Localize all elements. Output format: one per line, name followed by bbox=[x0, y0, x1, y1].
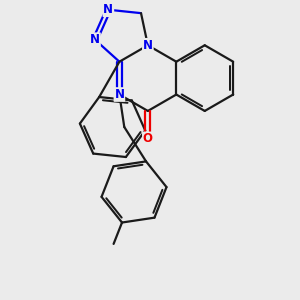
Text: N: N bbox=[114, 88, 124, 101]
Text: N: N bbox=[103, 3, 113, 16]
Text: O: O bbox=[143, 132, 153, 146]
Text: N: N bbox=[90, 33, 100, 46]
Text: N: N bbox=[143, 39, 153, 52]
